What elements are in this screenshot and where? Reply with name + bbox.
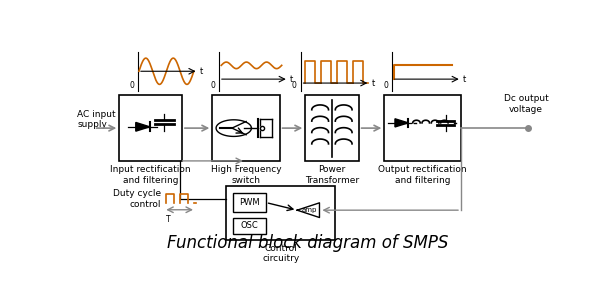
FancyBboxPatch shape <box>305 95 359 161</box>
Text: PWM: PWM <box>239 198 260 207</box>
Text: t: t <box>200 67 203 76</box>
Text: Control
circuitry: Control circuitry <box>262 244 299 264</box>
Polygon shape <box>136 122 150 131</box>
Text: Functional block diagram of SMPS: Functional block diagram of SMPS <box>167 234 448 252</box>
Text: t: t <box>371 79 375 87</box>
Polygon shape <box>395 119 408 127</box>
Text: Power
Transformer: Power Transformer <box>305 165 359 185</box>
Text: OSC: OSC <box>241 222 258 231</box>
Text: Duty cycle
control: Duty cycle control <box>113 189 161 208</box>
Text: Output rectification
and filtering: Output rectification and filtering <box>378 165 467 185</box>
Text: 0: 0 <box>211 81 215 90</box>
FancyBboxPatch shape <box>119 95 182 161</box>
Text: Dc output
voltage: Dc output voltage <box>503 95 548 114</box>
Text: 0: 0 <box>383 81 388 90</box>
Text: T: T <box>166 215 170 224</box>
Text: 0: 0 <box>130 81 134 90</box>
FancyBboxPatch shape <box>212 95 280 161</box>
Text: 0: 0 <box>292 81 297 90</box>
Text: High Frequency
switch: High Frequency switch <box>211 165 281 185</box>
FancyBboxPatch shape <box>233 218 266 234</box>
Polygon shape <box>297 203 319 218</box>
Text: t: t <box>463 75 466 83</box>
FancyBboxPatch shape <box>226 186 335 240</box>
Text: amp: amp <box>302 207 317 213</box>
Text: AC input
supply: AC input supply <box>77 110 116 129</box>
FancyBboxPatch shape <box>384 95 461 161</box>
Text: t: t <box>290 75 293 83</box>
FancyBboxPatch shape <box>233 193 266 212</box>
Text: Input rectification
and filtering: Input rectification and filtering <box>110 165 191 185</box>
